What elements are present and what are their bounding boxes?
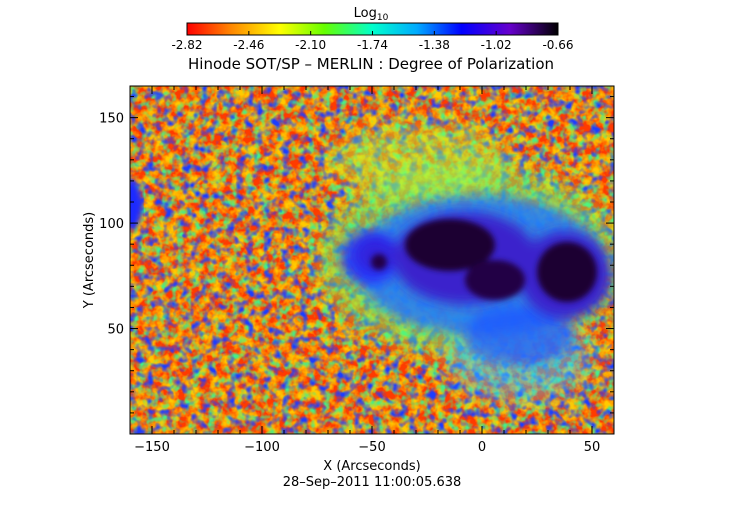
y-tick-label: 100 xyxy=(99,217,124,232)
colorbar-tick-label: -0.66 xyxy=(542,38,573,52)
y-tick-label: 50 xyxy=(107,323,124,338)
colorbar-tick-label: -1.74 xyxy=(357,38,388,52)
timestamp: 28–Sep–2011 11:00:05.638 xyxy=(283,475,462,490)
colorbar-tick-label: -2.10 xyxy=(295,38,326,52)
x-tick-label: −100 xyxy=(244,440,280,455)
x-tick-label: −50 xyxy=(358,440,385,455)
colorbar-tick-label: -1.38 xyxy=(419,38,450,52)
colorbar-label: Log10 xyxy=(354,6,389,23)
colorbar: Log10 -2.82 -2.46 -2.10 -1.74 -1.38 -1.02 -0.6… xyxy=(171,6,573,52)
x-tick-label: 50 xyxy=(584,440,601,455)
colorbar-tick-label: -2.82 xyxy=(171,38,202,52)
x-axis-label: X (Arcseconds) xyxy=(323,459,420,474)
polarization-map xyxy=(130,86,614,434)
y-axis-label: Y (Arcseconds) xyxy=(82,212,97,309)
chart-title: Hinode SOT/SP – MERLIN : Degree of Polar… xyxy=(188,55,554,73)
y-tick-label: 150 xyxy=(99,112,124,127)
colorbar-tick-label: -2.46 xyxy=(233,38,264,52)
x-tick-label: −150 xyxy=(134,440,170,455)
x-tick-label: 0 xyxy=(478,440,486,455)
colorbar-ticks: -2.82 -2.46 -2.10 -1.74 -1.38 -1.02 -0.66 xyxy=(171,31,574,52)
axes: −150 −100 −50 0 50 50 100 150 xyxy=(99,86,615,455)
colorbar-tick-label: -1.02 xyxy=(481,38,512,52)
